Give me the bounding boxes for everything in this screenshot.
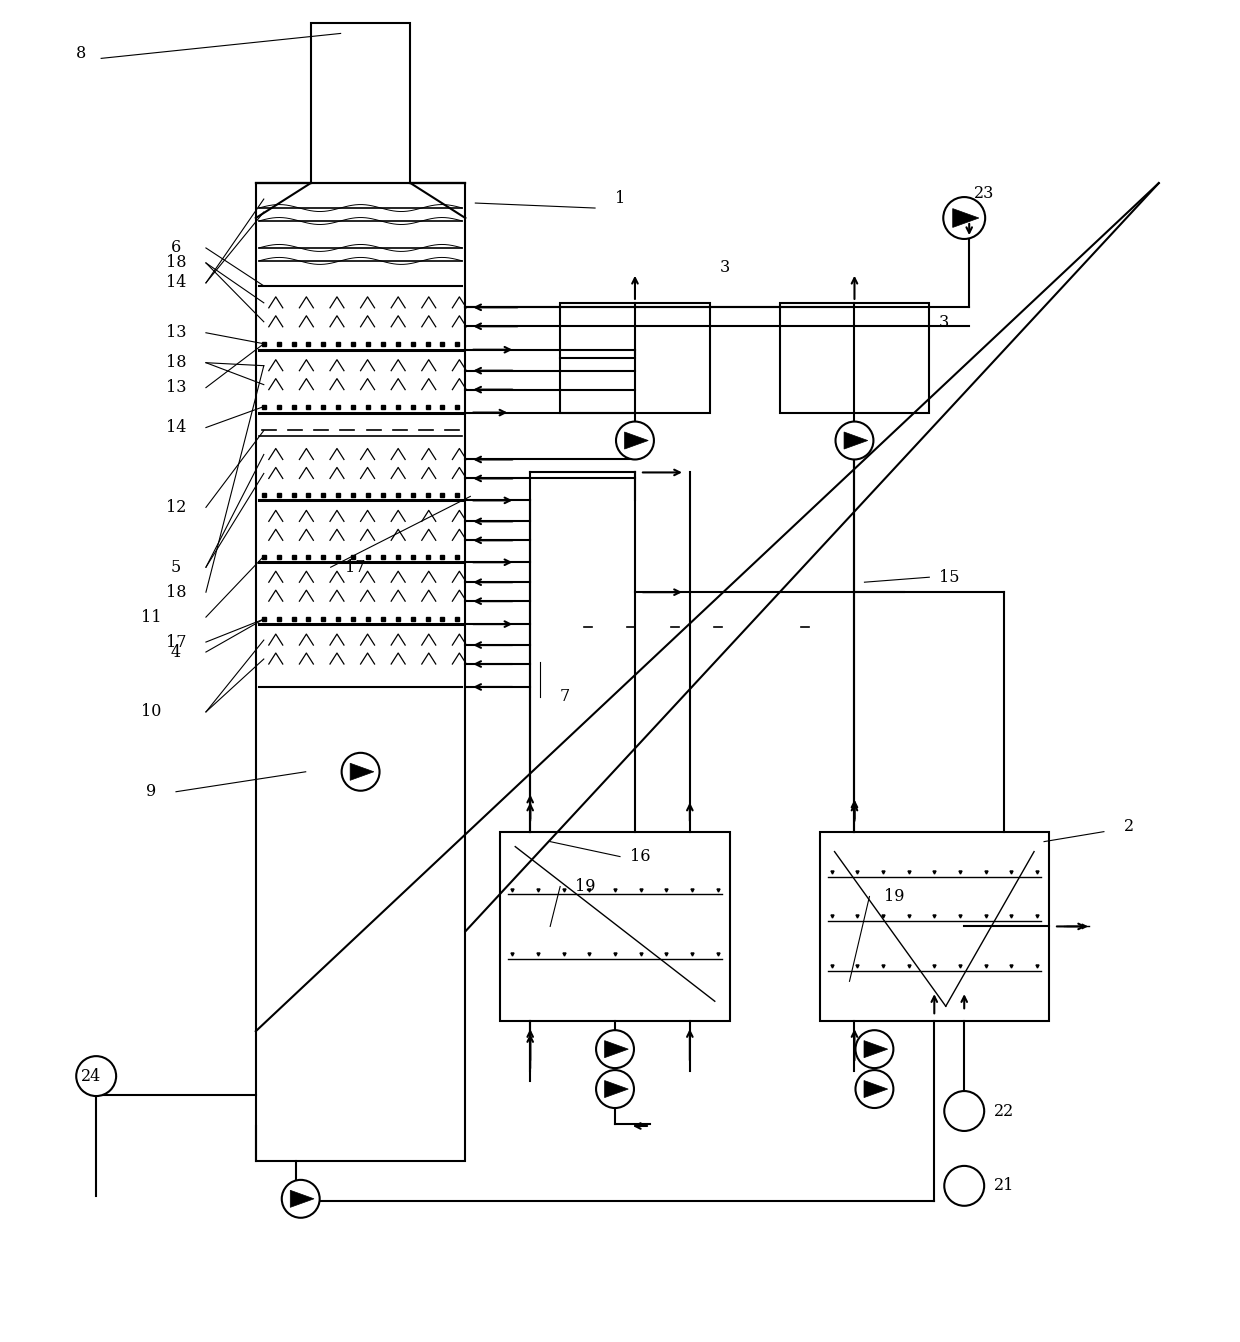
Text: 9: 9 <box>146 784 156 800</box>
Text: 5: 5 <box>171 558 181 576</box>
Polygon shape <box>290 1190 314 1208</box>
Polygon shape <box>864 1080 888 1098</box>
Bar <box>820 832 1049 1021</box>
Text: 3: 3 <box>719 259 730 276</box>
Text: 16: 16 <box>630 848 650 866</box>
Text: 21: 21 <box>994 1177 1014 1194</box>
Circle shape <box>76 1056 117 1096</box>
Text: 11: 11 <box>141 609 161 625</box>
Circle shape <box>596 1031 634 1068</box>
Bar <box>500 832 730 1021</box>
Circle shape <box>856 1070 893 1108</box>
Text: 22: 22 <box>994 1103 1014 1119</box>
Text: 19: 19 <box>575 878 595 895</box>
Circle shape <box>596 1070 634 1108</box>
Polygon shape <box>844 432 868 450</box>
Text: 1: 1 <box>615 189 625 207</box>
Text: 3: 3 <box>939 314 950 331</box>
Text: 2: 2 <box>1123 819 1133 835</box>
Circle shape <box>944 197 986 239</box>
Polygon shape <box>952 208 978 227</box>
Bar <box>560 303 709 412</box>
Bar <box>311 23 410 183</box>
Text: 19: 19 <box>884 888 905 905</box>
Text: 10: 10 <box>141 703 161 721</box>
Text: 8: 8 <box>76 44 87 62</box>
Text: 14: 14 <box>166 419 186 436</box>
Circle shape <box>945 1091 985 1131</box>
Text: 13: 13 <box>166 325 186 341</box>
Polygon shape <box>605 1080 629 1098</box>
Text: 17: 17 <box>166 633 186 651</box>
Polygon shape <box>625 432 649 450</box>
Text: 15: 15 <box>939 569 960 585</box>
Text: 6: 6 <box>171 239 181 256</box>
Bar <box>255 183 465 1161</box>
Text: 18: 18 <box>166 354 186 372</box>
Circle shape <box>856 1031 893 1068</box>
Circle shape <box>342 753 379 790</box>
Text: 13: 13 <box>166 380 186 396</box>
Polygon shape <box>864 1040 888 1057</box>
Text: 14: 14 <box>166 274 186 291</box>
Text: 23: 23 <box>973 185 994 201</box>
Circle shape <box>945 1166 985 1206</box>
Polygon shape <box>605 1040 629 1057</box>
Text: 18: 18 <box>166 584 186 601</box>
Text: 18: 18 <box>166 255 186 271</box>
Polygon shape <box>350 764 373 780</box>
Bar <box>780 303 929 412</box>
Text: 12: 12 <box>166 499 186 515</box>
Circle shape <box>836 421 873 459</box>
Text: 17: 17 <box>346 558 366 576</box>
Text: 7: 7 <box>560 688 570 706</box>
Circle shape <box>281 1180 320 1217</box>
Text: 4: 4 <box>171 644 181 660</box>
Text: 24: 24 <box>81 1068 102 1084</box>
Circle shape <box>616 421 653 459</box>
